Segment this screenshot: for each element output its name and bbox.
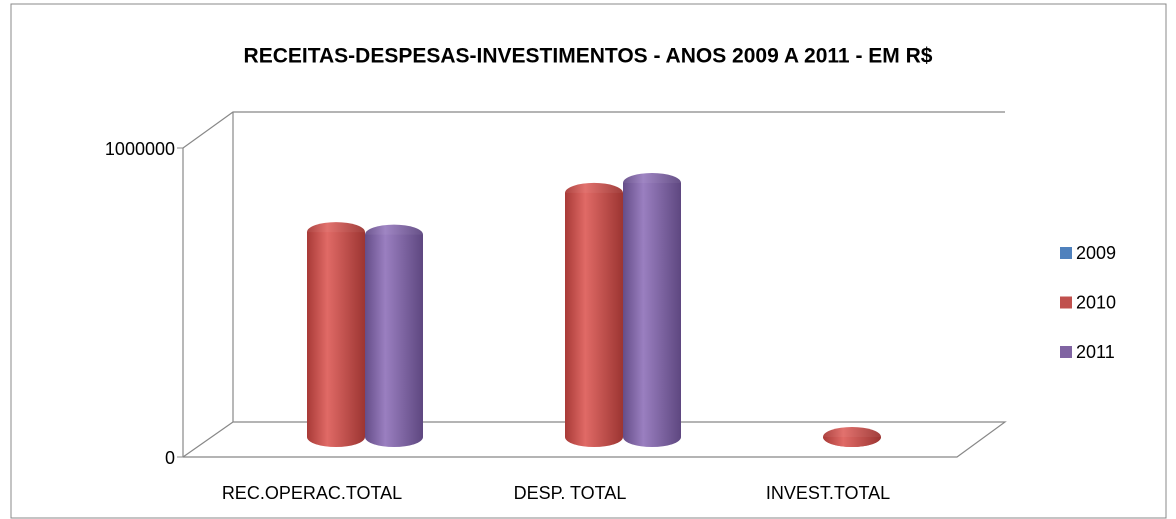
x-tick-label: INVEST.TOTAL [766, 483, 890, 503]
floor [182, 421, 1007, 458]
x-tick-label: DESP. TOTAL [514, 483, 627, 503]
cylinder-top [365, 224, 423, 245]
cylinder-top [823, 427, 881, 447]
legend-swatch [1060, 247, 1072, 259]
x-tick-label: REC.OPERAC.TOTAL [222, 483, 402, 503]
axes-frame [182, 111, 1007, 458]
y-tick-label: 1000000 [105, 139, 175, 159]
legend-swatch [1060, 296, 1072, 309]
legend-label: 2011 [1076, 342, 1115, 362]
legend-label: 2009 [1076, 243, 1116, 263]
y-tick-label: 0 [165, 448, 175, 468]
chart-title: RECEITAS-DESPESAS-INVESTIMENTOS - ANOS 2… [244, 45, 933, 68]
cylinder [623, 183, 681, 447]
cylinder-top [623, 173, 681, 194]
cylinder-top [307, 222, 365, 243]
cylinder [565, 192, 623, 447]
cylinder-top [565, 182, 623, 203]
legend-label: 2010 [1076, 292, 1116, 312]
cylinder [365, 234, 423, 447]
legend-swatch [1060, 346, 1072, 358]
cylinder [307, 232, 365, 447]
